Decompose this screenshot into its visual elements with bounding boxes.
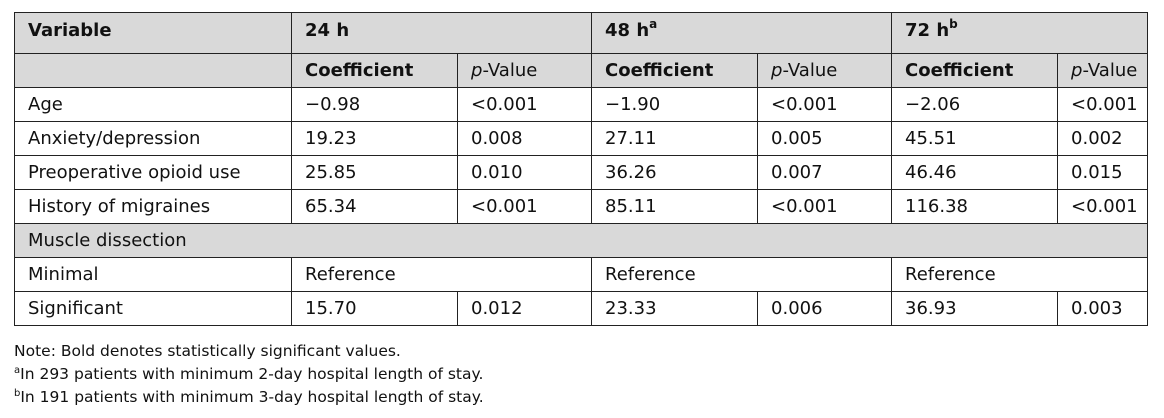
p-value-cell: 0.002 — [1057, 121, 1149, 156]
p-value-cell: 0.005 — [757, 121, 893, 156]
p-header-48h: p-Value — [757, 53, 893, 88]
p-value-cell: <0.001 — [1057, 87, 1149, 122]
table-row: History of migraines 65.34 <0.001 85.11 … — [14, 189, 1149, 224]
variable-cell: Significant — [14, 291, 292, 326]
coef-cell: 85.11 — [591, 189, 759, 224]
p-header-72h: p-Value — [1057, 53, 1149, 88]
coef-cell: 23.33 — [591, 291, 759, 326]
variable-cell: Preoperative opioid use — [14, 155, 292, 190]
variable-cell: Anxiety/depression — [14, 121, 292, 156]
footnote-a: aIn 293 patients with minimum 2-day hosp… — [14, 365, 484, 383]
coef-cell: −0.98 — [291, 87, 458, 122]
results-table: Variable 24 h 48 ha 72 hb Coefficient p-… — [13, 12, 1149, 326]
p-value-cell: <0.001 — [456, 87, 593, 122]
p-value-cell: 0.003 — [1057, 291, 1149, 326]
coef-cell: 45.51 — [891, 121, 1059, 156]
p-value-cell: 0.008 — [456, 121, 593, 156]
footnote-b: bIn 191 patients with minimum 3-day hosp… — [14, 388, 484, 406]
coef-header-24h: Coefficient — [291, 53, 458, 88]
note-bold: Note: Bold denotes statistically signifi… — [14, 342, 401, 360]
coef-cell: 36.93 — [891, 291, 1059, 326]
p-value-cell: 0.012 — [456, 291, 593, 326]
p-value-cell: 0.007 — [757, 155, 893, 190]
variable-cell: History of migraines — [14, 189, 292, 224]
variable-cell: Minimal — [14, 257, 292, 292]
section-label: Muscle dissection — [13, 223, 1149, 258]
coef-cell: 19.23 — [291, 121, 458, 156]
p-value-cell: 0.010 — [456, 155, 593, 190]
group-header-72h: 72 hb — [891, 12, 1149, 54]
coef-cell: 65.34 — [291, 189, 458, 224]
p-value-cell: <0.001 — [757, 189, 893, 224]
section-row-muscle-dissection: Muscle dissection — [13, 223, 1149, 258]
table-row: Significant 15.70 0.012 23.33 0.006 36.9… — [14, 291, 1149, 326]
header-row-groups: Variable 24 h 48 ha 72 hb — [14, 12, 1149, 54]
coef-cell: 116.38 — [891, 189, 1059, 224]
table-footnotes: Note: Bold denotes statistically signifi… — [14, 340, 484, 409]
group-header-24h: 24 h — [290, 12, 593, 54]
coef-header-48h: Coefficient — [591, 53, 759, 88]
table-row: Minimal Reference Reference Reference — [14, 257, 1149, 292]
p-header-24h: p-Value — [456, 53, 593, 88]
table-row: Age −0.98 <0.001 −1.90 <0.001 −2.06 <0.0… — [14, 87, 1149, 122]
group-header-48h: 48 ha — [591, 12, 893, 54]
coef-cell: −1.90 — [591, 87, 759, 122]
p-value-cell: 0.006 — [757, 291, 893, 326]
p-value-cell: <0.001 — [757, 87, 893, 122]
p-value-cell: 0.015 — [1057, 155, 1149, 190]
coef-cell: 36.26 — [591, 155, 759, 190]
coef-cell: 15.70 — [291, 291, 458, 326]
p-value-cell: <0.001 — [1057, 189, 1149, 224]
table-row: Anxiety/depression 19.23 0.008 27.11 0.0… — [14, 121, 1149, 156]
coef-cell: 27.11 — [591, 121, 759, 156]
coef-cell: 46.46 — [891, 155, 1059, 190]
variable-cell: Age — [14, 87, 292, 122]
table-row: Preoperative opioid use 25.85 0.010 36.2… — [14, 155, 1149, 190]
reference-cell: Reference — [591, 257, 893, 292]
variable-header: Variable — [14, 12, 292, 54]
coef-header-72h: Coefficient — [891, 53, 1059, 88]
empty-header-cell — [14, 53, 292, 88]
reference-cell: Reference — [891, 257, 1149, 292]
coef-cell: 25.85 — [291, 155, 458, 190]
reference-cell: Reference — [290, 257, 593, 292]
coef-cell: −2.06 — [891, 87, 1059, 122]
p-value-cell: <0.001 — [456, 189, 593, 224]
header-row-columns: Coefficient p-Value Coefficient p-Value … — [14, 53, 1149, 88]
